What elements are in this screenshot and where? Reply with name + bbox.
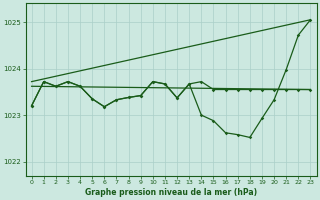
X-axis label: Graphe pression niveau de la mer (hPa): Graphe pression niveau de la mer (hPa) [85, 188, 257, 197]
